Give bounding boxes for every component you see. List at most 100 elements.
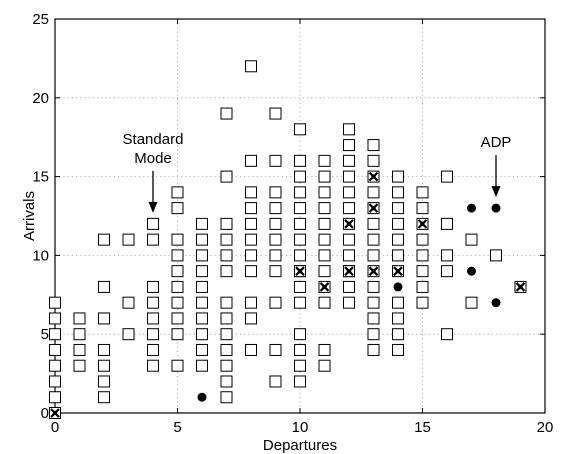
data-point-square [171, 296, 184, 309]
data-point-square [367, 328, 380, 341]
data-point-square [318, 217, 331, 230]
data-point-square [220, 391, 233, 404]
data-point-square [343, 123, 355, 136]
data-point-square [220, 375, 233, 388]
data-point-square [367, 217, 380, 230]
data-point-square [367, 233, 380, 246]
data-point-square [392, 296, 404, 309]
data-point-square [416, 186, 429, 199]
annotation-text: Standard [123, 131, 184, 148]
data-point-circle [491, 298, 501, 308]
y-axis-label: Arrivals [21, 191, 38, 241]
data-point-square [98, 343, 110, 356]
data-point-square [196, 343, 208, 356]
data-point-square [392, 170, 404, 183]
x-tick-label: 15 [414, 419, 431, 436]
y-tick-label: 25 [32, 11, 49, 28]
data-point-square [147, 343, 159, 356]
data-point-square [294, 343, 306, 356]
axis-ticks: 0 5 10 15 20 0 5 10 15 20 25 [32, 11, 553, 436]
y-tick-label: 20 [32, 90, 49, 107]
data-point-square [441, 217, 453, 230]
data-point-square [294, 280, 306, 293]
data-point-square [392, 328, 404, 341]
data-point-square [318, 359, 331, 372]
data-point-square [220, 217, 233, 230]
data-point-square [294, 249, 306, 262]
data-point-square [392, 343, 404, 356]
data-point-circle [467, 266, 476, 276]
data-point-square [441, 170, 453, 183]
data-point-square [245, 312, 257, 325]
data-point-square [416, 265, 429, 278]
data-point-square [269, 202, 282, 215]
data-point-square [196, 249, 208, 262]
data-point-square [171, 359, 184, 372]
data-point-square [343, 170, 355, 183]
data-point-square [196, 233, 208, 246]
data-point-square [220, 170, 233, 183]
data-point-square-x [343, 265, 355, 278]
data-point-square [73, 343, 86, 356]
data-point-square [49, 296, 61, 309]
data-point-square [416, 280, 429, 293]
data-point-square [294, 217, 306, 230]
data-point-square [269, 249, 282, 262]
data-point-square [147, 328, 159, 341]
data-point-square [318, 233, 331, 246]
data-point-circle [197, 392, 207, 402]
data-point-circle [467, 203, 476, 213]
data-point-square [98, 312, 110, 325]
data-point-circle [491, 203, 501, 213]
data-point-square [294, 328, 306, 341]
data-point-square [147, 359, 159, 372]
data-point-square [49, 343, 61, 356]
data-point-square [294, 359, 306, 372]
data-point-square [392, 312, 404, 325]
data-point-square [318, 170, 331, 183]
data-point-square [318, 249, 331, 262]
annotation-text: ADP [481, 134, 512, 151]
data-point-square [245, 217, 257, 230]
annotation-arrow-head [491, 186, 501, 198]
data-point-square-x [294, 265, 306, 278]
data-point-square-x [318, 280, 331, 293]
data-point-square [171, 186, 184, 199]
y-tick-label: 10 [32, 247, 49, 264]
x-axis-label: Departures [263, 437, 337, 454]
data-point-square [171, 233, 184, 246]
data-point-square [196, 280, 208, 293]
data-point-square [245, 265, 257, 278]
data-point-square [343, 186, 355, 199]
data-point-square [294, 375, 306, 388]
data-point-square [49, 328, 61, 341]
y-tick-label: 0 [41, 405, 49, 422]
data-point-square-x [343, 217, 355, 230]
data-point-square [171, 328, 184, 341]
data-point-square-x [416, 217, 429, 230]
data-point-square [294, 296, 306, 309]
x-tick-label: 10 [292, 419, 309, 436]
data-point-square [343, 139, 355, 152]
annotation-arrow-head [148, 201, 158, 213]
data-point-square [294, 186, 306, 199]
data-point-square [196, 359, 208, 372]
data-point-square [220, 343, 233, 356]
data-point-square [416, 202, 429, 215]
data-point-square [343, 249, 355, 262]
data-point-square [269, 343, 282, 356]
data-point-square [269, 265, 282, 278]
data-point-square [490, 249, 502, 262]
data-point-square [245, 249, 257, 262]
data-point-square [318, 296, 331, 309]
data-point-square [196, 265, 208, 278]
data-point-square [441, 265, 453, 278]
data-point-square [73, 359, 86, 372]
data-point-square [122, 296, 135, 309]
data-point-square [220, 359, 233, 372]
annotation-text: Mode [134, 150, 172, 167]
data-point-square [73, 328, 86, 341]
data-point-square [98, 391, 110, 404]
data-point-square [318, 202, 331, 215]
data-point-square [343, 296, 355, 309]
